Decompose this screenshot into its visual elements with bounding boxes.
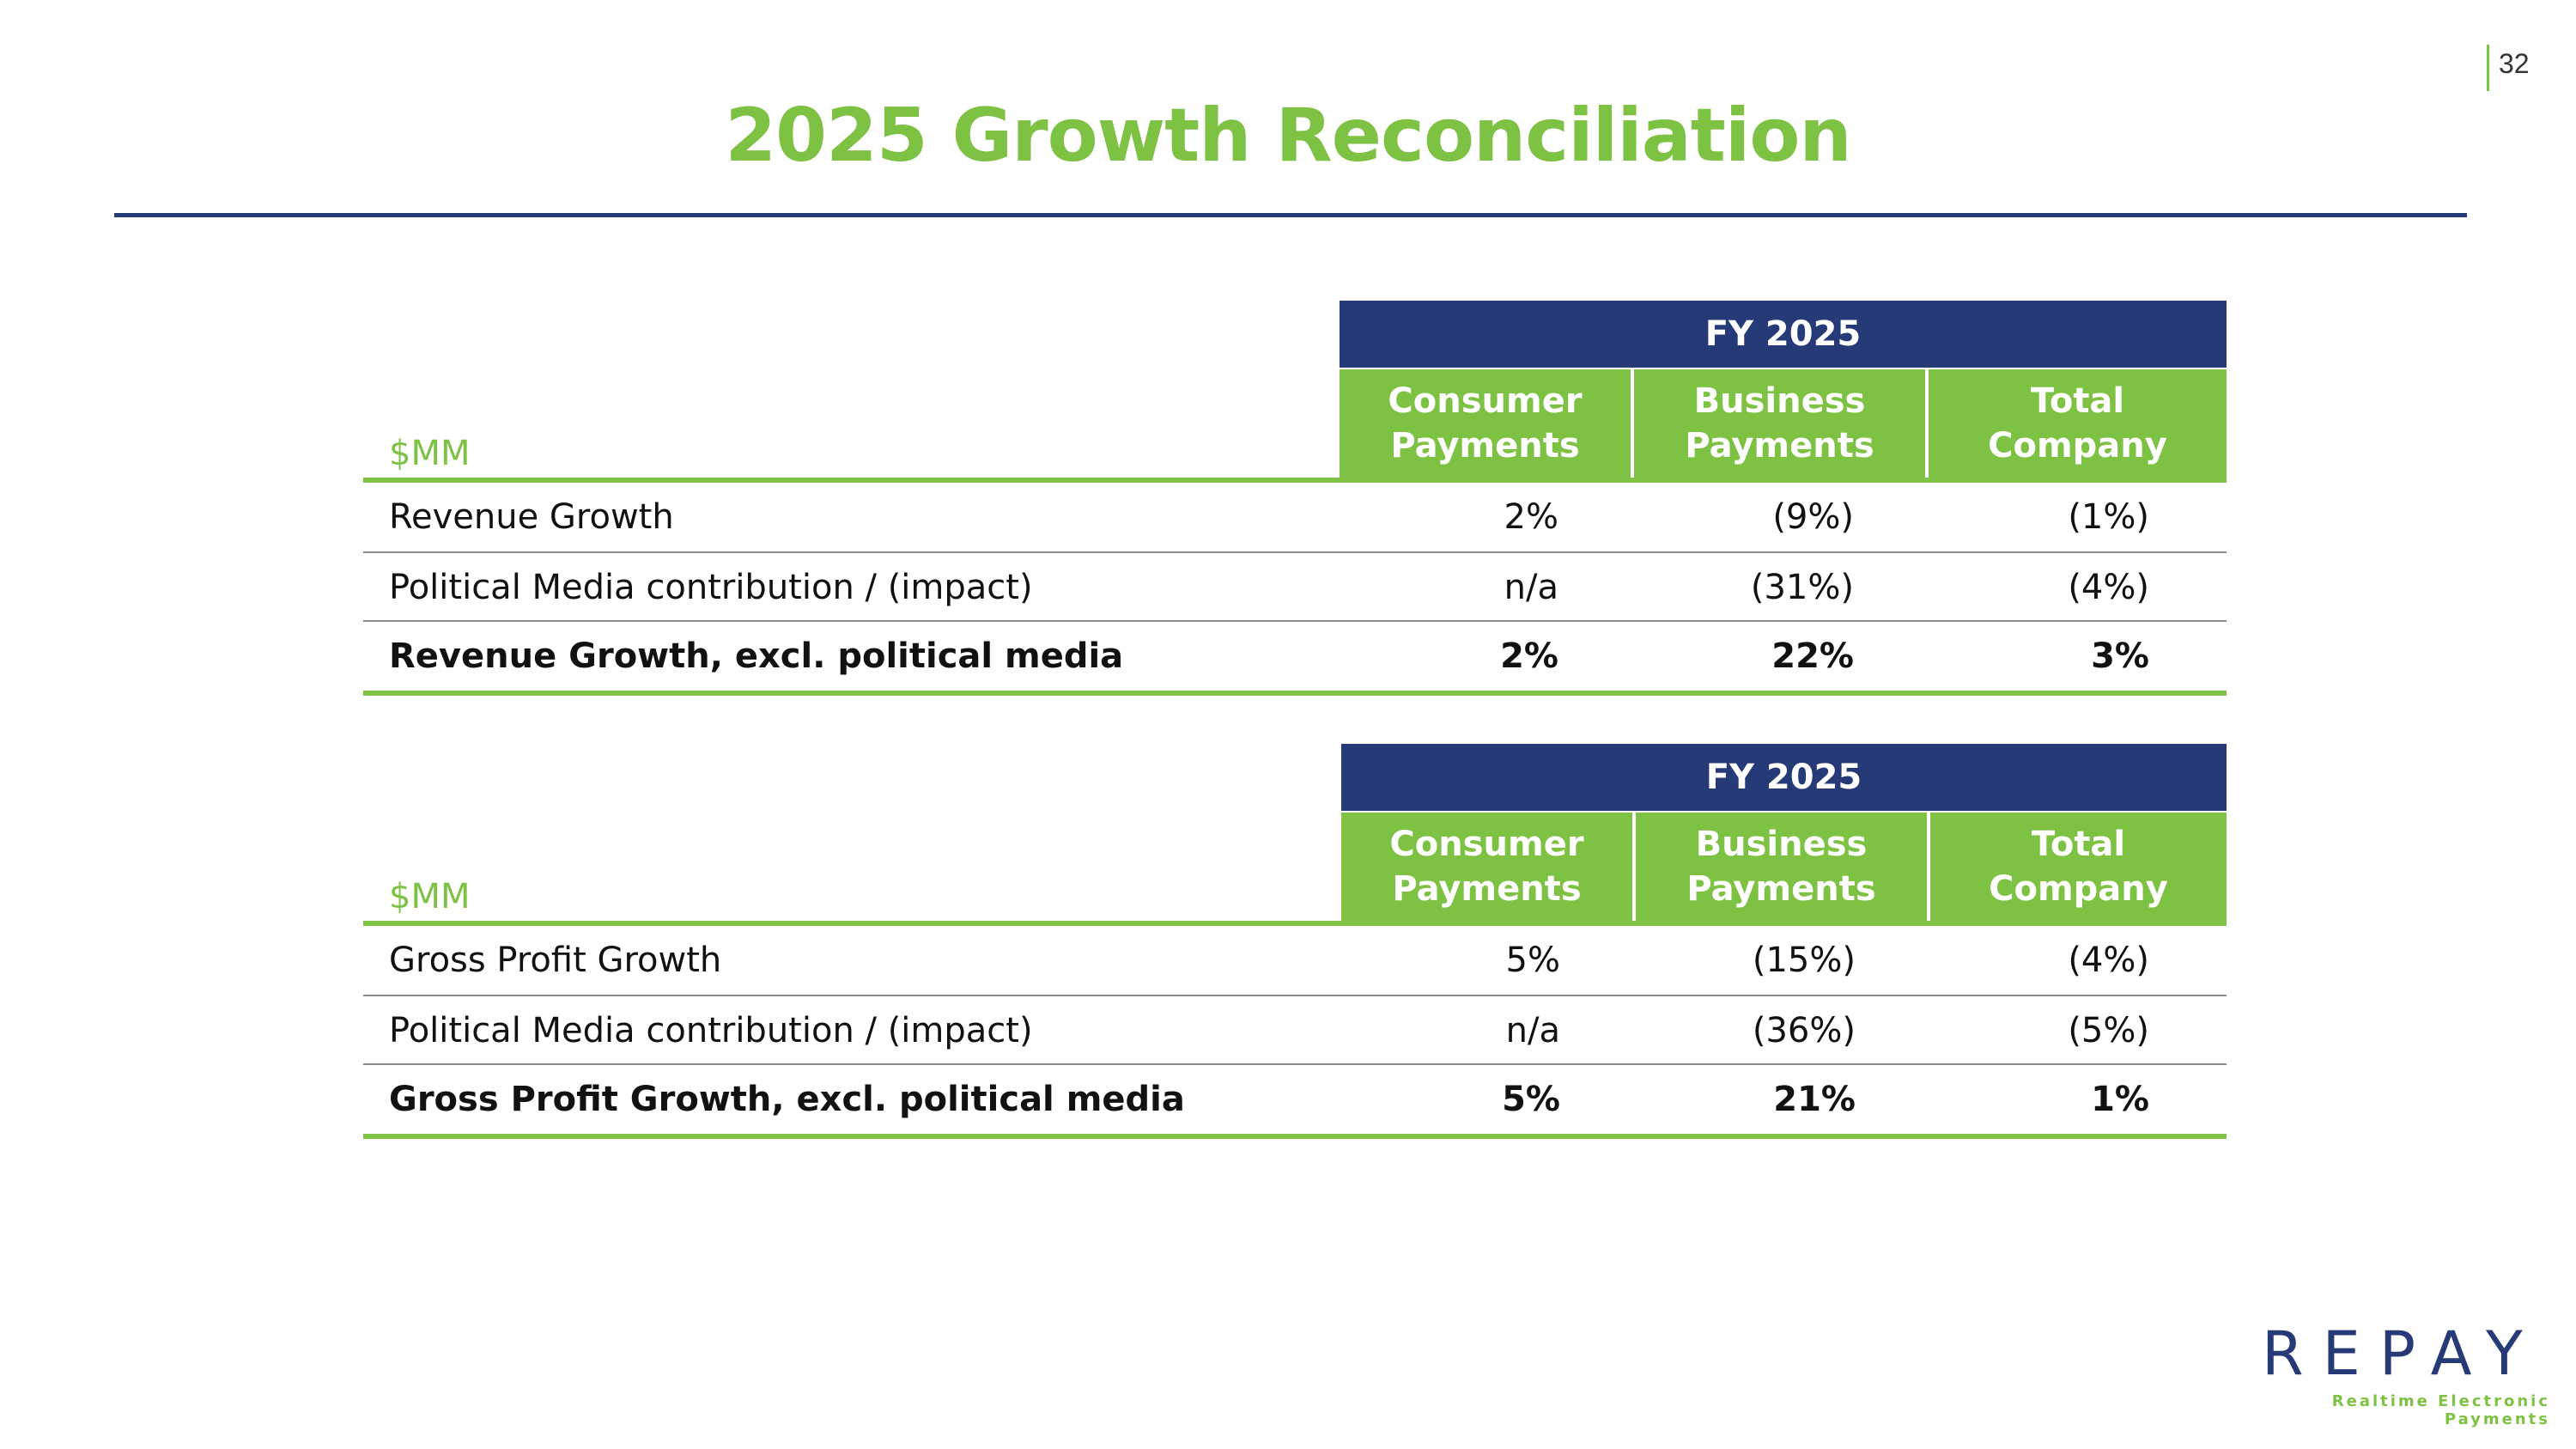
column-header-consumer-payments: Consumer Payments <box>1340 369 1631 478</box>
table-bottom-rule <box>363 1134 2227 1139</box>
row-divider <box>363 1063 2227 1065</box>
gross-profit-growth-table: FY 2025 $MM Consumer Payments Business P… <box>363 744 2227 1139</box>
cell-total: 3% <box>2091 636 2149 676</box>
cell-consumer: 2% <box>1500 636 1558 676</box>
column-header-total-company: Total Company <box>1929 369 2227 478</box>
column-header-business-payments: Business Payments <box>1634 369 1925 478</box>
cell-business: (31%) <box>1750 568 1854 607</box>
cell-business: 21% <box>1773 1080 1856 1119</box>
cell-total: (5%) <box>2068 1011 2149 1050</box>
row-divider <box>363 551 2227 553</box>
cell-total: (1%) <box>2068 497 2149 537</box>
cell-consumer: 2% <box>1504 497 1558 537</box>
row-divider <box>363 620 2227 622</box>
table-bottom-rule <box>363 691 2227 696</box>
row-label: Gross Profit Growth, excl. political med… <box>389 1080 1185 1119</box>
cell-business: (9%) <box>1772 497 1854 537</box>
logo-wordmark: REPAY <box>2262 1318 2542 1389</box>
header-divider <box>363 478 2227 483</box>
cell-business: (36%) <box>1752 1011 1856 1050</box>
repay-logo: REPAY Realtime Electronic Payments <box>2233 1318 2550 1428</box>
cell-total: (4%) <box>2068 941 2149 980</box>
column-header-consumer-payments: Consumer Payments <box>1341 813 1632 921</box>
table-row-total: Gross Profit Growth, excl. political med… <box>363 1065 2227 1134</box>
period-header: FY 2025 <box>1341 744 2227 811</box>
revenue-growth-table: FY 2025 $MM Consumer Payments Business P… <box>363 301 2227 696</box>
slide-title: 2025 Growth Reconciliation <box>725 93 1851 179</box>
unit-label: $MM <box>389 434 471 473</box>
table-row-total: Revenue Growth, excl. political media 2%… <box>363 622 2227 691</box>
unit-label: $MM <box>389 877 471 916</box>
page-number-divider <box>2487 45 2489 91</box>
table-row: Revenue Growth 2% (9%) (1%) <box>363 483 2227 551</box>
cell-total: (4%) <box>2068 568 2149 607</box>
cell-business: (15%) <box>1752 941 1856 980</box>
column-header-total-company: Total Company <box>1930 813 2227 921</box>
row-label: Revenue Growth <box>389 497 674 537</box>
page-number: 32 <box>2499 48 2530 79</box>
cell-consumer: 5% <box>1502 1080 1560 1119</box>
cell-consumer: 5% <box>1505 941 1560 980</box>
cell-consumer: n/a <box>1505 1011 1560 1050</box>
cell-consumer: n/a <box>1504 568 1558 607</box>
table-row: Gross Profit Growth 5% (15%) (4%) <box>363 926 2227 995</box>
period-header: FY 2025 <box>1340 301 2227 368</box>
row-label: Revenue Growth, excl. political media <box>389 636 1124 676</box>
cell-total: 1% <box>2091 1080 2149 1119</box>
column-header-business-payments: Business Payments <box>1636 813 1927 921</box>
table-row: Political Media contribution / (impact) … <box>363 996 2227 1065</box>
logo-tagline: Realtime Electronic Payments <box>2331 1392 2550 1428</box>
row-label: Gross Profit Growth <box>389 941 722 980</box>
header-divider <box>363 921 2227 926</box>
row-label: Political Media contribution / (impact) <box>389 1011 1033 1050</box>
title-divider <box>114 213 2467 217</box>
row-label: Political Media contribution / (impact) <box>389 568 1033 607</box>
row-divider <box>363 995 2227 996</box>
table-row: Political Media contribution / (impact) … <box>363 553 2227 622</box>
cell-business: 22% <box>1771 636 1854 676</box>
